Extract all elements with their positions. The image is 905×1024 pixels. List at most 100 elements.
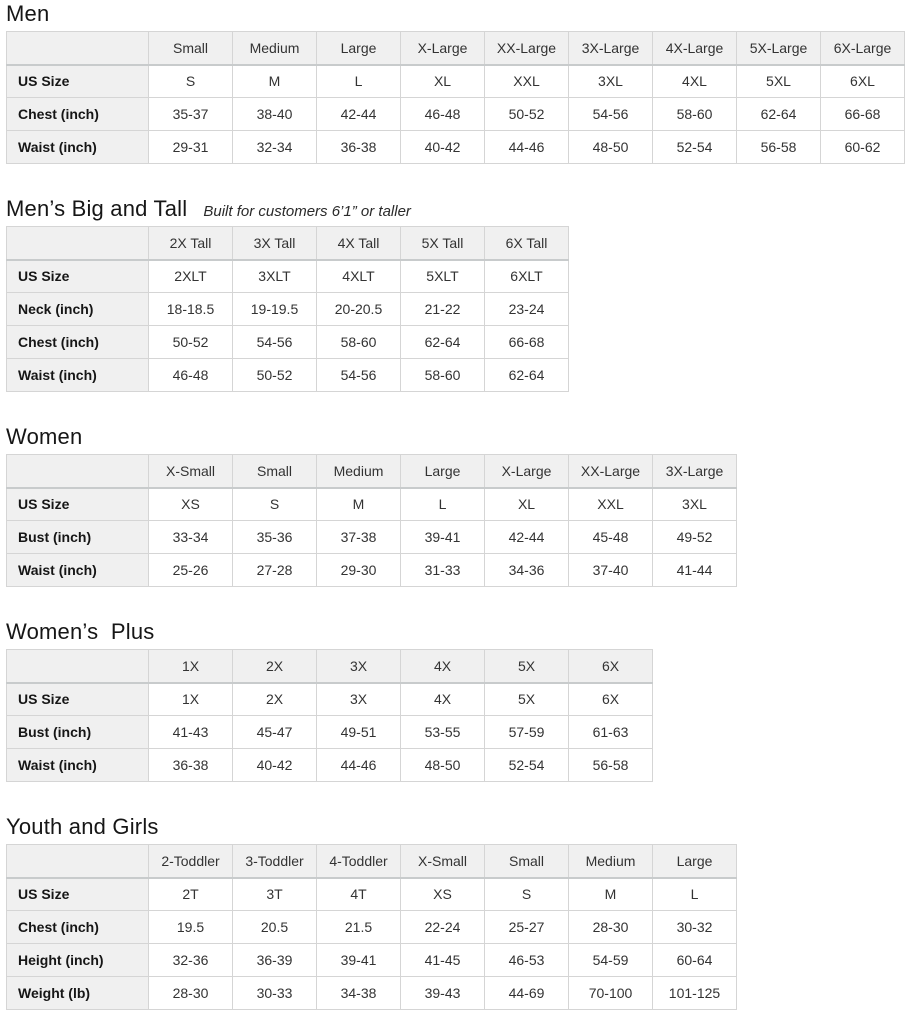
value-cell: M <box>568 877 653 911</box>
value-cell: 41-45 <box>400 943 485 977</box>
column-header: XX-Large <box>568 454 653 489</box>
column-header: 4X-Large <box>652 31 737 66</box>
value-cell: 30-32 <box>652 910 737 944</box>
column-header: Medium <box>232 31 317 66</box>
section-title-women: Women <box>6 424 83 449</box>
column-header: 5X-Large <box>736 31 821 66</box>
value-cell: 3XL <box>652 487 737 521</box>
value-cell: 60-62 <box>820 130 905 164</box>
value-cell: 39-41 <box>316 943 401 977</box>
column-header: Medium <box>316 454 401 489</box>
value-cell: 42-44 <box>316 97 401 131</box>
size-section-women-s-plus: Women’s Plus 1X 2X 3X 4X 5X 6X US Size 1X 2X 3X 4X 5… <box>6 619 905 782</box>
table-row: Waist (inch) 46-48 50-52 54-56 58-60 62-64 <box>6 358 569 392</box>
table-row: Waist (inch) 29-31 32-34 36-38 40-42 44-46 48-… <box>6 130 905 164</box>
value-cell: 37-38 <box>316 520 401 554</box>
value-cell: 18-18.5 <box>148 292 233 326</box>
value-cell: 35-36 <box>232 520 317 554</box>
size-table-women: X-Small Small Medium Large X-Large XX-Large 3X… <box>6 454 737 587</box>
value-cell: 56-58 <box>736 130 821 164</box>
row-label: Waist (inch) <box>6 358 149 392</box>
corner-cell <box>6 649 149 684</box>
table-body: US Size XS S M L XL XXL 3XL Bust (inch) 33-34 35-3… <box>6 487 737 587</box>
section-header: Women <box>6 424 905 449</box>
value-cell: 2XLT <box>148 259 233 293</box>
column-header: 3X-Large <box>652 454 737 489</box>
size-table-youth-and-girls: 2-Toddler 3-Toddler 4-Toddler X-Small Small M… <box>6 844 737 1010</box>
value-cell: 46-48 <box>148 358 233 392</box>
value-cell: 20.5 <box>232 910 317 944</box>
value-cell: 34-36 <box>484 553 569 587</box>
value-cell: 44-46 <box>316 748 401 782</box>
value-cell: 36-38 <box>316 130 401 164</box>
value-cell: 61-63 <box>568 715 653 749</box>
value-cell: 62-64 <box>400 325 485 359</box>
value-cell: 2X <box>232 682 317 716</box>
value-cell: 70-100 <box>568 976 653 1010</box>
value-cell: 42-44 <box>484 520 569 554</box>
row-label: Waist (inch) <box>6 748 149 782</box>
value-cell: 4XL <box>652 64 737 98</box>
column-header: 2X Tall <box>148 226 233 261</box>
column-header: Large <box>652 844 737 879</box>
table-body: US Size 1X 2X 3X 4X 5X 6X Bust (inch) 41-43 45-47… <box>6 682 653 782</box>
value-cell: 58-60 <box>400 358 485 392</box>
table-row: Chest (inch) 35-37 38-40 42-44 46-48 50-52 54-… <box>6 97 905 131</box>
size-table-women-s-plus: 1X 2X 3X 4X 5X 6X US Size 1X 2X 3X 4X 5X 6X Bust (inc… <box>6 649 653 782</box>
table-row: Weight (lb) 28-30 30-33 34-38 39-43 44-69 70-1… <box>6 976 737 1010</box>
value-cell: 4X <box>400 682 485 716</box>
column-header: 6X-Large <box>820 31 905 66</box>
table-row: Height (inch) 32-36 36-39 39-41 41-45 46-53 54… <box>6 943 737 977</box>
section-title-men-s-big-and-tall: Men’s Big and Tall <box>6 196 188 221</box>
value-cell: 46-48 <box>400 97 485 131</box>
section-title-youth-and-girls: Youth and Girls <box>6 814 159 839</box>
value-cell: 36-38 <box>148 748 233 782</box>
column-header: Small <box>232 454 317 489</box>
section-header: Women’s Plus <box>6 619 905 644</box>
section-header: Youth and Girls <box>6 814 905 839</box>
table-head: 2X Tall 3X Tall 4X Tall 5X Tall 6X Tall <box>6 226 569 261</box>
table-head: X-Small Small Medium Large X-Large XX-Large 3X… <box>6 454 737 489</box>
value-cell: 32-34 <box>232 130 317 164</box>
value-cell: 25-26 <box>148 553 233 587</box>
value-cell: 54-56 <box>316 358 401 392</box>
row-label: Weight (lb) <box>6 976 149 1010</box>
value-cell: 50-52 <box>484 97 569 131</box>
row-label: Bust (inch) <box>6 520 149 554</box>
size-table-men-s-big-and-tall: 2X Tall 3X Tall 4X Tall 5X Tall 6X Tall US Si… <box>6 226 569 392</box>
value-cell: 57-59 <box>484 715 569 749</box>
value-cell: XS <box>400 877 485 911</box>
value-cell: 60-64 <box>652 943 737 977</box>
column-header: 4X <box>400 649 485 684</box>
table-body: US Size 2XLT 3XLT 4XLT 5XLT 6XLT Neck (inch) 18… <box>6 259 569 392</box>
size-section-men: Men Small Medium Large X-Large XX-Large 3X-Lar… <box>6 1 905 164</box>
table-row: Waist (inch) 25-26 27-28 29-30 31-33 34-36 37-… <box>6 553 737 587</box>
value-cell: XXL <box>568 487 653 521</box>
column-header: X-Small <box>148 454 233 489</box>
section-header: Men’s Big and Tall Built for customers 6’… <box>6 196 905 221</box>
value-cell: 41-43 <box>148 715 233 749</box>
column-header: 1X <box>148 649 233 684</box>
value-cell: 3XLT <box>232 259 317 293</box>
column-header: 6X <box>568 649 653 684</box>
value-cell: 37-40 <box>568 553 653 587</box>
row-label: Bust (inch) <box>6 715 149 749</box>
value-cell: 5X <box>484 682 569 716</box>
table-row: Bust (inch) 41-43 45-47 49-51 53-55 57-59 61-6… <box>6 715 653 749</box>
column-header: Large <box>316 31 401 66</box>
row-label: Waist (inch) <box>6 553 149 587</box>
value-cell: 52-54 <box>484 748 569 782</box>
column-header: X-Small <box>400 844 485 879</box>
section-header: Men <box>6 1 905 26</box>
table-row: US Size S M L XL XXL 3XL 4XL 5XL 6XL <box>6 64 905 98</box>
value-cell: 28-30 <box>568 910 653 944</box>
row-label: US Size <box>6 64 149 98</box>
value-cell: S <box>148 64 233 98</box>
table-head: 1X 2X 3X 4X 5X 6X <box>6 649 653 684</box>
row-label: US Size <box>6 259 149 293</box>
value-cell: 48-50 <box>400 748 485 782</box>
value-cell: 4T <box>316 877 401 911</box>
section-title-women-s-plus: Women’s Plus <box>6 619 155 644</box>
header-row: 2X Tall 3X Tall 4X Tall 5X Tall 6X Tall <box>6 226 569 261</box>
